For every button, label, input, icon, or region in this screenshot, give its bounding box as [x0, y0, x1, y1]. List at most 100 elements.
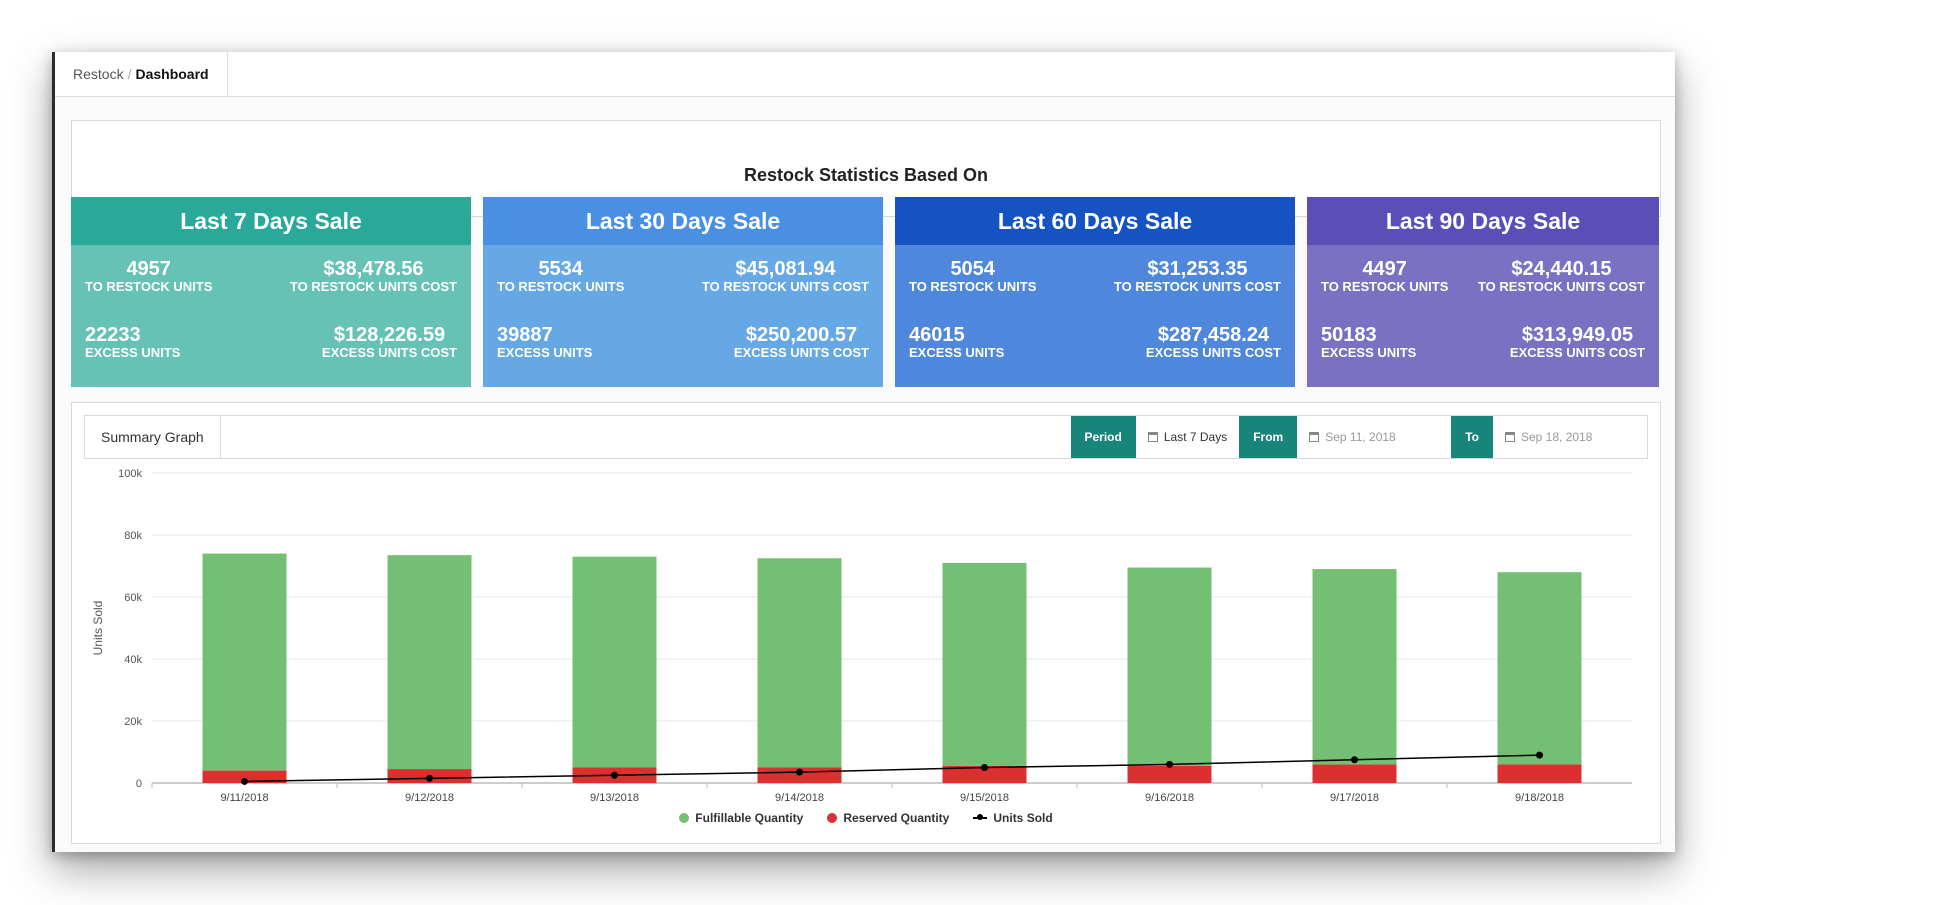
- legend-label: Fulfillable Quantity: [695, 811, 804, 825]
- excess-cost-value: $287,458.24: [1157, 324, 1270, 346]
- y-axis-label: Units Sold: [91, 601, 105, 656]
- restock-cost-label: TO RESTOCK UNITS COST: [1477, 279, 1645, 294]
- excess-cost: $250,200.57 EXCESS UNITS COST: [734, 325, 869, 360]
- units-sold-line: [244, 754, 1540, 783]
- y-tick-label: 20k: [124, 716, 142, 728]
- excess-cost: $287,458.24 EXCESS UNITS COST: [1146, 325, 1281, 360]
- excess-cost-value: $250,200.57: [745, 324, 858, 346]
- to-button[interactable]: To: [1451, 416, 1493, 458]
- excess-cost-value: $313,949.05: [1521, 324, 1634, 346]
- x-tick-label: 9/15/2018: [960, 792, 1009, 804]
- restock-cost-label: TO RESTOCK UNITS COST: [289, 279, 457, 294]
- units-sold-point: [796, 768, 803, 776]
- bar-fulfillable: [387, 555, 472, 770]
- bar-fulfillable: [942, 562, 1027, 766]
- card-body: 4957 TO RESTOCK UNITS $38,478.56 TO RESTOC…: [71, 245, 471, 387]
- bar-reserved: [1312, 764, 1397, 783]
- y-tick-label: 80k: [124, 530, 142, 542]
- restock-cost: $31,253.35 TO RESTOCK UNITS COST: [1114, 259, 1281, 294]
- legend-item-units-sold[interactable]: Units Sold: [973, 811, 1053, 825]
- x-tick-label: 9/12/2018: [405, 792, 454, 804]
- restock-units: 5534 TO RESTOCK UNITS: [497, 259, 624, 294]
- restock-units-value: 4497: [1362, 258, 1407, 280]
- y-tick-label: 60k: [124, 592, 142, 604]
- excess-cost-value: $128,226.59: [333, 324, 446, 346]
- bar-fulfillable: [1127, 567, 1212, 766]
- to-date-value: Sep 18, 2018: [1521, 430, 1593, 444]
- to-date-input[interactable]: Sep 18, 2018: [1493, 416, 1647, 458]
- x-tick-label: 9/14/2018: [775, 792, 824, 804]
- chart-legend: Fulfillable Quantity Reserved Quantity U…: [72, 811, 1660, 825]
- excess-units: 22233 EXCESS UNITS: [85, 325, 180, 360]
- restock-units-label: TO RESTOCK UNITS: [909, 279, 1037, 294]
- excess-cost-label: EXCESS UNITS COST: [321, 345, 457, 360]
- breadcrumb-bar: Restock / Dashboard: [55, 52, 1675, 97]
- card-body: 5054 TO RESTOCK UNITS $31,253.35 TO RESTOC…: [895, 245, 1295, 387]
- legend-line-marker: [973, 814, 988, 820]
- excess-units-value: 22233: [85, 324, 141, 346]
- restock-units: 4957 TO RESTOCK UNITS: [85, 259, 212, 294]
- card-title: Last 30 Days Sale: [483, 197, 883, 245]
- card-last-60-days: Last 60 Days Sale 5054 TO RESTOCK UNITS $…: [895, 197, 1295, 387]
- restock-cost-value: $38,478.56: [323, 258, 424, 280]
- card-body: 5534 TO RESTOCK UNITS $45,081.94 TO RESTOC…: [483, 245, 883, 387]
- legend-label: Units Sold: [993, 811, 1053, 825]
- bar-fulfillable: [1497, 572, 1582, 765]
- units-sold-point: [426, 774, 433, 782]
- units-sold-point: [981, 764, 988, 771]
- excess-cost-label: EXCESS UNITS COST: [1145, 345, 1281, 360]
- bar-reserved: [1497, 764, 1582, 783]
- excess-units: 46015 EXCESS UNITS: [909, 325, 1004, 360]
- period-select[interactable]: Last 7 Days: [1136, 416, 1239, 458]
- legend-item-fulfillable[interactable]: Fulfillable Quantity: [679, 811, 803, 825]
- summary-graph-panel: Summary Graph Period Last 7 Days From Se…: [71, 402, 1661, 844]
- bar-fulfillable: [757, 558, 842, 768]
- restock-units: 4497 TO RESTOCK UNITS: [1321, 259, 1448, 294]
- calendar-icon: [1309, 432, 1320, 442]
- breadcrumb-parent[interactable]: Restock: [73, 66, 124, 82]
- excess-units: 50183 EXCESS UNITS: [1321, 325, 1416, 360]
- from-date-value: Sep 11, 2018: [1325, 430, 1396, 444]
- from-date-input[interactable]: Sep 11, 2018: [1297, 416, 1451, 458]
- y-tick-label: 100k: [118, 468, 142, 480]
- excess-units-label: EXCESS UNITS: [909, 345, 1005, 360]
- units-sold-point: [1166, 760, 1173, 768]
- restock-cost: $38,478.56 TO RESTOCK UNITS COST: [290, 259, 457, 294]
- y-tick-label: 0: [136, 778, 142, 790]
- bar-fulfillable: [202, 553, 287, 771]
- card-title: Last 7 Days Sale: [71, 197, 471, 245]
- period-button[interactable]: Period: [1070, 416, 1136, 458]
- units-sold-point: [1351, 756, 1358, 764]
- excess-units-label: EXCESS UNITS: [85, 345, 181, 360]
- restock-units-label: TO RESTOCK UNITS: [497, 279, 625, 294]
- restock-units-value: 5534: [538, 258, 583, 280]
- excess-units: 39887 EXCESS UNITS: [497, 325, 592, 360]
- restock-units-label: TO RESTOCK UNITS: [85, 279, 213, 294]
- units-sold-point: [241, 777, 248, 785]
- units-sold-point: [611, 771, 618, 779]
- breadcrumb-separator: /: [127, 66, 132, 82]
- stats-title: Restock Statistics Based On: [743, 165, 989, 185]
- summary-graph-title: Summary Graph: [85, 416, 221, 458]
- excess-cost-label: EXCESS UNITS COST: [733, 345, 869, 360]
- calendar-icon: [1505, 432, 1515, 442]
- legend-item-reserved[interactable]: Reserved Quantity: [827, 811, 949, 825]
- breadcrumb: Restock / Dashboard: [55, 52, 228, 96]
- restock-units-value: 5054: [950, 258, 995, 280]
- excess-units-label: EXCESS UNITS: [1321, 345, 1417, 360]
- excess-units-label: EXCESS UNITS: [497, 345, 593, 360]
- card-body: 4497 TO RESTOCK UNITS $24,440.15 TO RESTOC…: [1307, 245, 1659, 387]
- excess-cost: $313,949.05 EXCESS UNITS COST: [1510, 325, 1645, 360]
- excess-units-value: 46015: [909, 324, 965, 346]
- bar-fulfillable: [1312, 569, 1397, 765]
- restock-cost: $45,081.94 TO RESTOCK UNITS COST: [702, 259, 869, 294]
- excess-units-value: 39887: [497, 324, 553, 346]
- y-tick-label: 40k: [124, 654, 142, 666]
- card-last-7-days: Last 7 Days Sale 4957 TO RESTOCK UNITS $3…: [71, 197, 471, 387]
- summary-chart: 0 20k 40k 60k 80k 100k Units Sold 9/11/2018 9/12…: [91, 468, 1632, 804]
- legend-dot-red: [827, 813, 838, 823]
- card-last-90-days: Last 90 Days Sale 4497 TO RESTOCK UNITS $…: [1307, 197, 1659, 387]
- restock-cost-value: $24,440.15: [1511, 258, 1612, 280]
- from-button[interactable]: From: [1239, 416, 1298, 458]
- restock-units-value: 4957: [126, 258, 171, 280]
